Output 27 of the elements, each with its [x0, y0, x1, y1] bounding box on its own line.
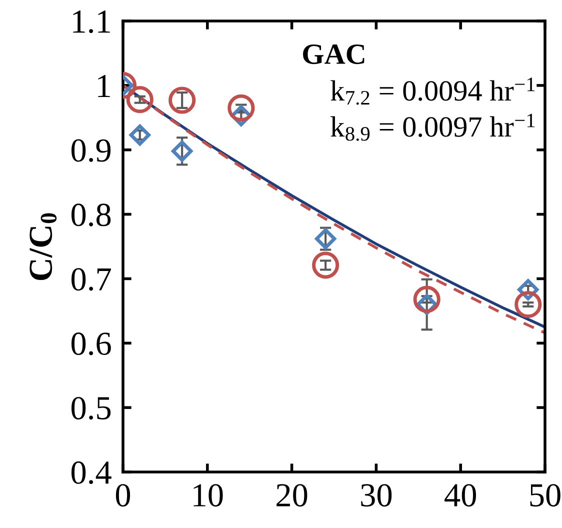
- point: [129, 124, 150, 146]
- x-tick-label: 0: [116, 484, 130, 507]
- point: [172, 140, 193, 162]
- y-tick-label: 0.4: [71, 461, 112, 484]
- y-axis-title: C/C$_{0}$: [30, 213, 57, 280]
- text: GAC: [303, 44, 364, 64]
- x-tick-label: 40: [444, 484, 476, 507]
- x-tick-label: 20: [276, 484, 308, 507]
- y-tick-label: 0.8: [71, 204, 111, 226]
- y-tick-label: 0.9: [71, 139, 111, 162]
- point: [312, 252, 340, 279]
- point: [413, 286, 440, 313]
- point: [126, 86, 154, 114]
- point: [514, 290, 542, 318]
- point: [228, 94, 255, 122]
- y-tick-label: 1: [98, 74, 110, 97]
- y-tick-label: 0.7: [71, 268, 111, 291]
- point: [168, 86, 196, 114]
- y-tick-label: 0.5: [71, 396, 111, 420]
- y-tick-label: 0.6: [71, 332, 111, 356]
- annotation: k$_{7.2}$ = 0.0094 hr$^{−1}$: [330, 78, 535, 105]
- x-tick-label: 50: [530, 484, 560, 507]
- point: [314, 228, 336, 250]
- annotation: k$_{8.9}$ = 0.0097 hr$^{−1}$: [330, 114, 535, 141]
- y-tick-label: 1.1: [73, 10, 110, 34]
- x-tick-label: 30: [361, 484, 392, 507]
- x-tick-label: 10: [194, 484, 223, 507]
